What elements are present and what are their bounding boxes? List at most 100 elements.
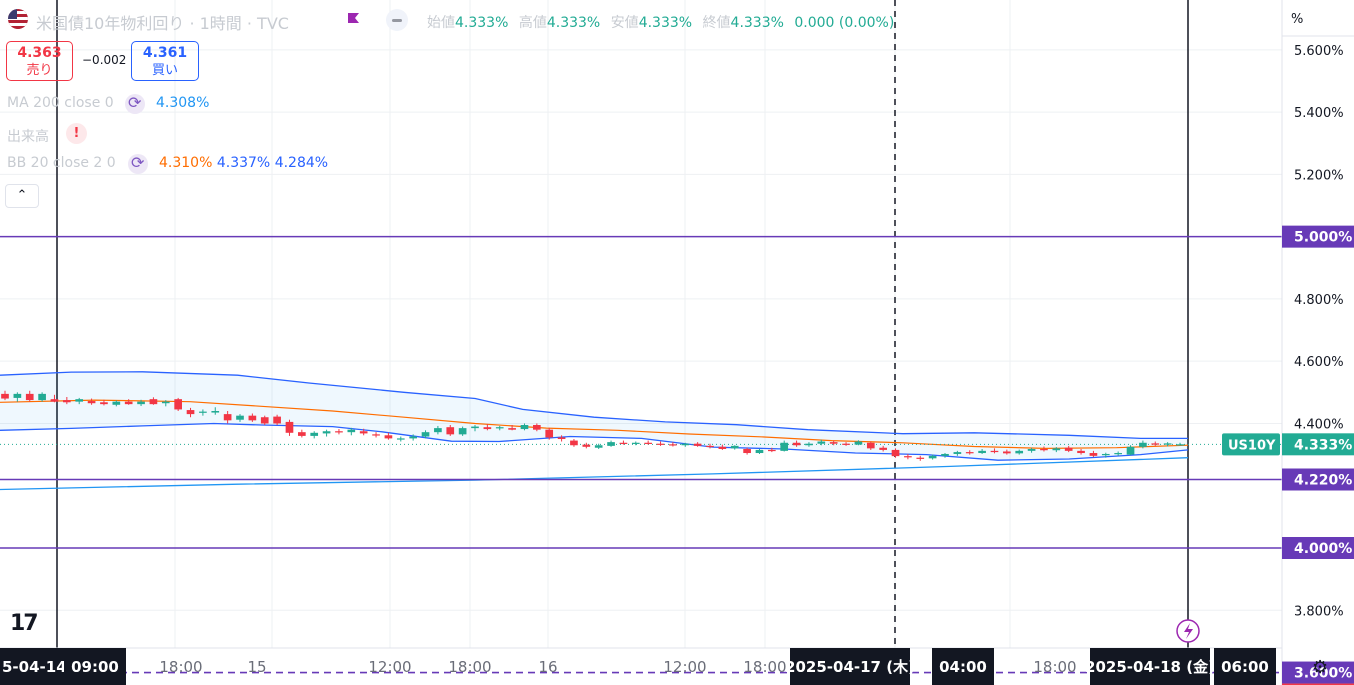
candle-body: [631, 442, 640, 444]
tradingview-logo[interactable]: 17: [10, 611, 39, 636]
candle-body: [1126, 446, 1135, 455]
symbol-title[interactable]: 米国債10年物利回り · 1時間 · TVC: [36, 14, 289, 33]
bollinger-basis-line: [0, 399, 1189, 450]
time-tick-label: 18:00: [448, 658, 491, 676]
candle-body: [557, 437, 566, 440]
high-value: 4.333%: [546, 15, 601, 31]
axis-unit-label[interactable]: %: [1291, 12, 1304, 27]
volume-legend[interactable]: 出来高: [7, 126, 49, 146]
candle-body: [607, 442, 615, 446]
time-tick-label: 12:00: [368, 658, 411, 676]
candle-body: [372, 434, 380, 436]
candle-body: [1064, 447, 1073, 451]
candle-body: [978, 450, 986, 454]
sell-price: 4.363: [17, 45, 62, 61]
candle-body: [965, 452, 974, 454]
candle-body: [743, 448, 751, 454]
time-tick-label: 09:00: [71, 658, 119, 676]
candle-body: [768, 449, 776, 452]
ma-value: 4.308%: [156, 95, 210, 111]
time-tick-box: [932, 648, 994, 685]
bb-upper-value: 4.337%: [216, 155, 271, 171]
candle-body: [384, 435, 393, 439]
candle-body: [186, 410, 195, 415]
candle-body: [409, 436, 417, 439]
time-tick-label: 2025-04-17 (木): [785, 658, 915, 676]
candle-body: [866, 442, 875, 449]
candle-body: [50, 399, 59, 402]
us-flag-icon: [8, 9, 28, 29]
time-tick-label: 04:00: [939, 658, 987, 676]
time-tick-label: 2025-04-18 (金): [1085, 658, 1215, 676]
ma-name: MA 200 close 0: [7, 95, 114, 111]
hide-indicator-icon[interactable]: [386, 9, 408, 31]
candle-body: [1040, 448, 1048, 451]
bollinger-lower-line: [0, 422, 1189, 461]
candle-body: [124, 401, 133, 405]
sell-button[interactable]: 4.363 売り: [6, 41, 73, 81]
current-price-label-box: [1282, 433, 1354, 456]
candle-body: [953, 452, 962, 454]
buy-button[interactable]: 4.361 買い: [131, 41, 199, 81]
candle-body: [434, 428, 442, 433]
flag-marker-icon[interactable]: [346, 12, 360, 26]
candle-body: [533, 425, 541, 430]
candle-body: [545, 429, 554, 438]
time-tick-label: 18:00: [159, 658, 202, 676]
candle-body: [495, 427, 504, 429]
collapse-legend-button[interactable]: ⌃: [5, 184, 39, 208]
candle-body: [421, 432, 430, 437]
candle-body: [112, 401, 121, 405]
settings-gear-icon[interactable]: ⚙: [1312, 657, 1329, 678]
buy-label: 買い: [151, 63, 178, 78]
time-tick-label: 18:00: [1033, 658, 1076, 676]
level-label-box: [1282, 537, 1354, 559]
candle-body: [891, 449, 900, 457]
y-tick-label: 5.400%: [1294, 106, 1344, 121]
level-label: 4.000%: [1294, 541, 1352, 557]
level-label: 5.000%: [1294, 230, 1352, 246]
candle-body: [1101, 453, 1110, 456]
ohlc-readout: 始値4.333% 高値4.333% 安値4.333% 終値4.333% 0.00…: [427, 12, 900, 32]
candle-body: [829, 442, 838, 444]
ma-loading-icon: [125, 93, 145, 114]
candle-body: [730, 445, 739, 449]
ma200-line: [0, 457, 1189, 491]
symbol-tag: US10Y: [1228, 438, 1276, 453]
candle-body: [13, 393, 22, 398]
candle-body: [780, 442, 789, 451]
candle-body: [669, 444, 677, 446]
candle-body: [520, 425, 529, 430]
symbol-tag-box: [1222, 433, 1280, 456]
candle-body: [1176, 444, 1184, 446]
time-tick-label: 16: [538, 658, 557, 676]
sell-label: 売り: [26, 63, 53, 78]
low-label: 安値: [610, 15, 639, 31]
time-tick-label: 12:00: [663, 658, 706, 676]
candle-body: [1114, 453, 1122, 455]
candle-body: [347, 429, 356, 433]
ma-legend[interactable]: MA 200 close 0: [7, 95, 114, 111]
volume-warning-icon[interactable]: !: [66, 123, 87, 144]
change-value: 0.000 (0.00%): [794, 15, 895, 31]
candle-body: [149, 399, 158, 405]
y-tick-label: 5.200%: [1294, 168, 1344, 183]
candle-body: [137, 401, 145, 405]
bb-legend[interactable]: BB 20 close 2 0: [7, 155, 116, 171]
candle-body: [1003, 451, 1011, 454]
candle-body: [1089, 453, 1098, 456]
y-tick-label: 4.600%: [1294, 355, 1344, 370]
candle-body: [322, 431, 331, 434]
open-label: 始値: [427, 15, 455, 31]
candle-body: [458, 428, 467, 435]
bb-name: BB 20 close 2 0: [7, 155, 116, 171]
candle-body: [805, 443, 813, 446]
candle-body: [161, 401, 170, 404]
lightning-glyph: [1184, 623, 1193, 639]
y-tick-label: 4.800%: [1294, 293, 1344, 308]
current-price-label: 4.333%: [1294, 437, 1352, 453]
candle-body: [792, 442, 801, 446]
time-tick-label: 15: [247, 658, 266, 676]
